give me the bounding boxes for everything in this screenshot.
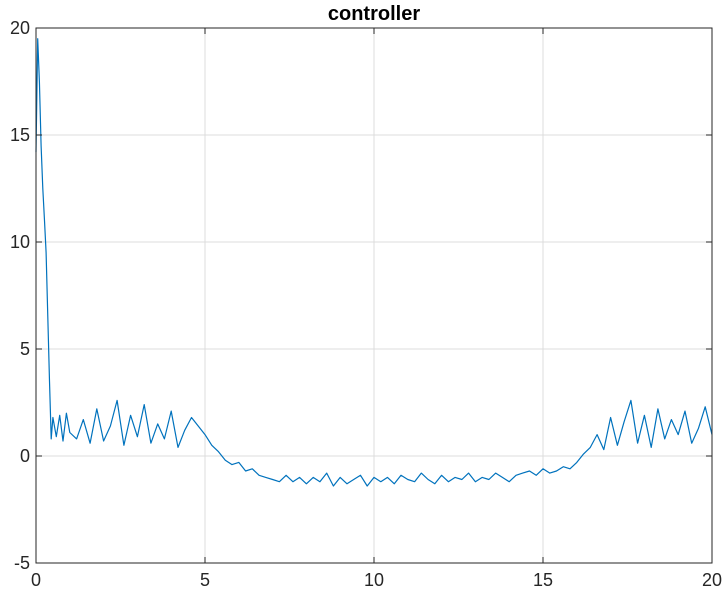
y-tick-label: 5 [20, 339, 30, 359]
y-tick-label: -5 [14, 553, 30, 573]
x-tick-label: 10 [364, 570, 384, 590]
x-tick-label: 20 [702, 570, 722, 590]
x-tick-label: 15 [533, 570, 553, 590]
y-tick-label: 15 [10, 125, 30, 145]
series-layer [35, 38, 713, 487]
y-tick-label: 20 [10, 18, 30, 38]
x-tick-label: 5 [200, 570, 210, 590]
y-tick-label: 0 [20, 446, 30, 466]
chart-title: controller [328, 3, 420, 25]
series-line [35, 38, 713, 487]
x-tick-label: 0 [31, 570, 41, 590]
y-tick-label: 10 [10, 232, 30, 252]
